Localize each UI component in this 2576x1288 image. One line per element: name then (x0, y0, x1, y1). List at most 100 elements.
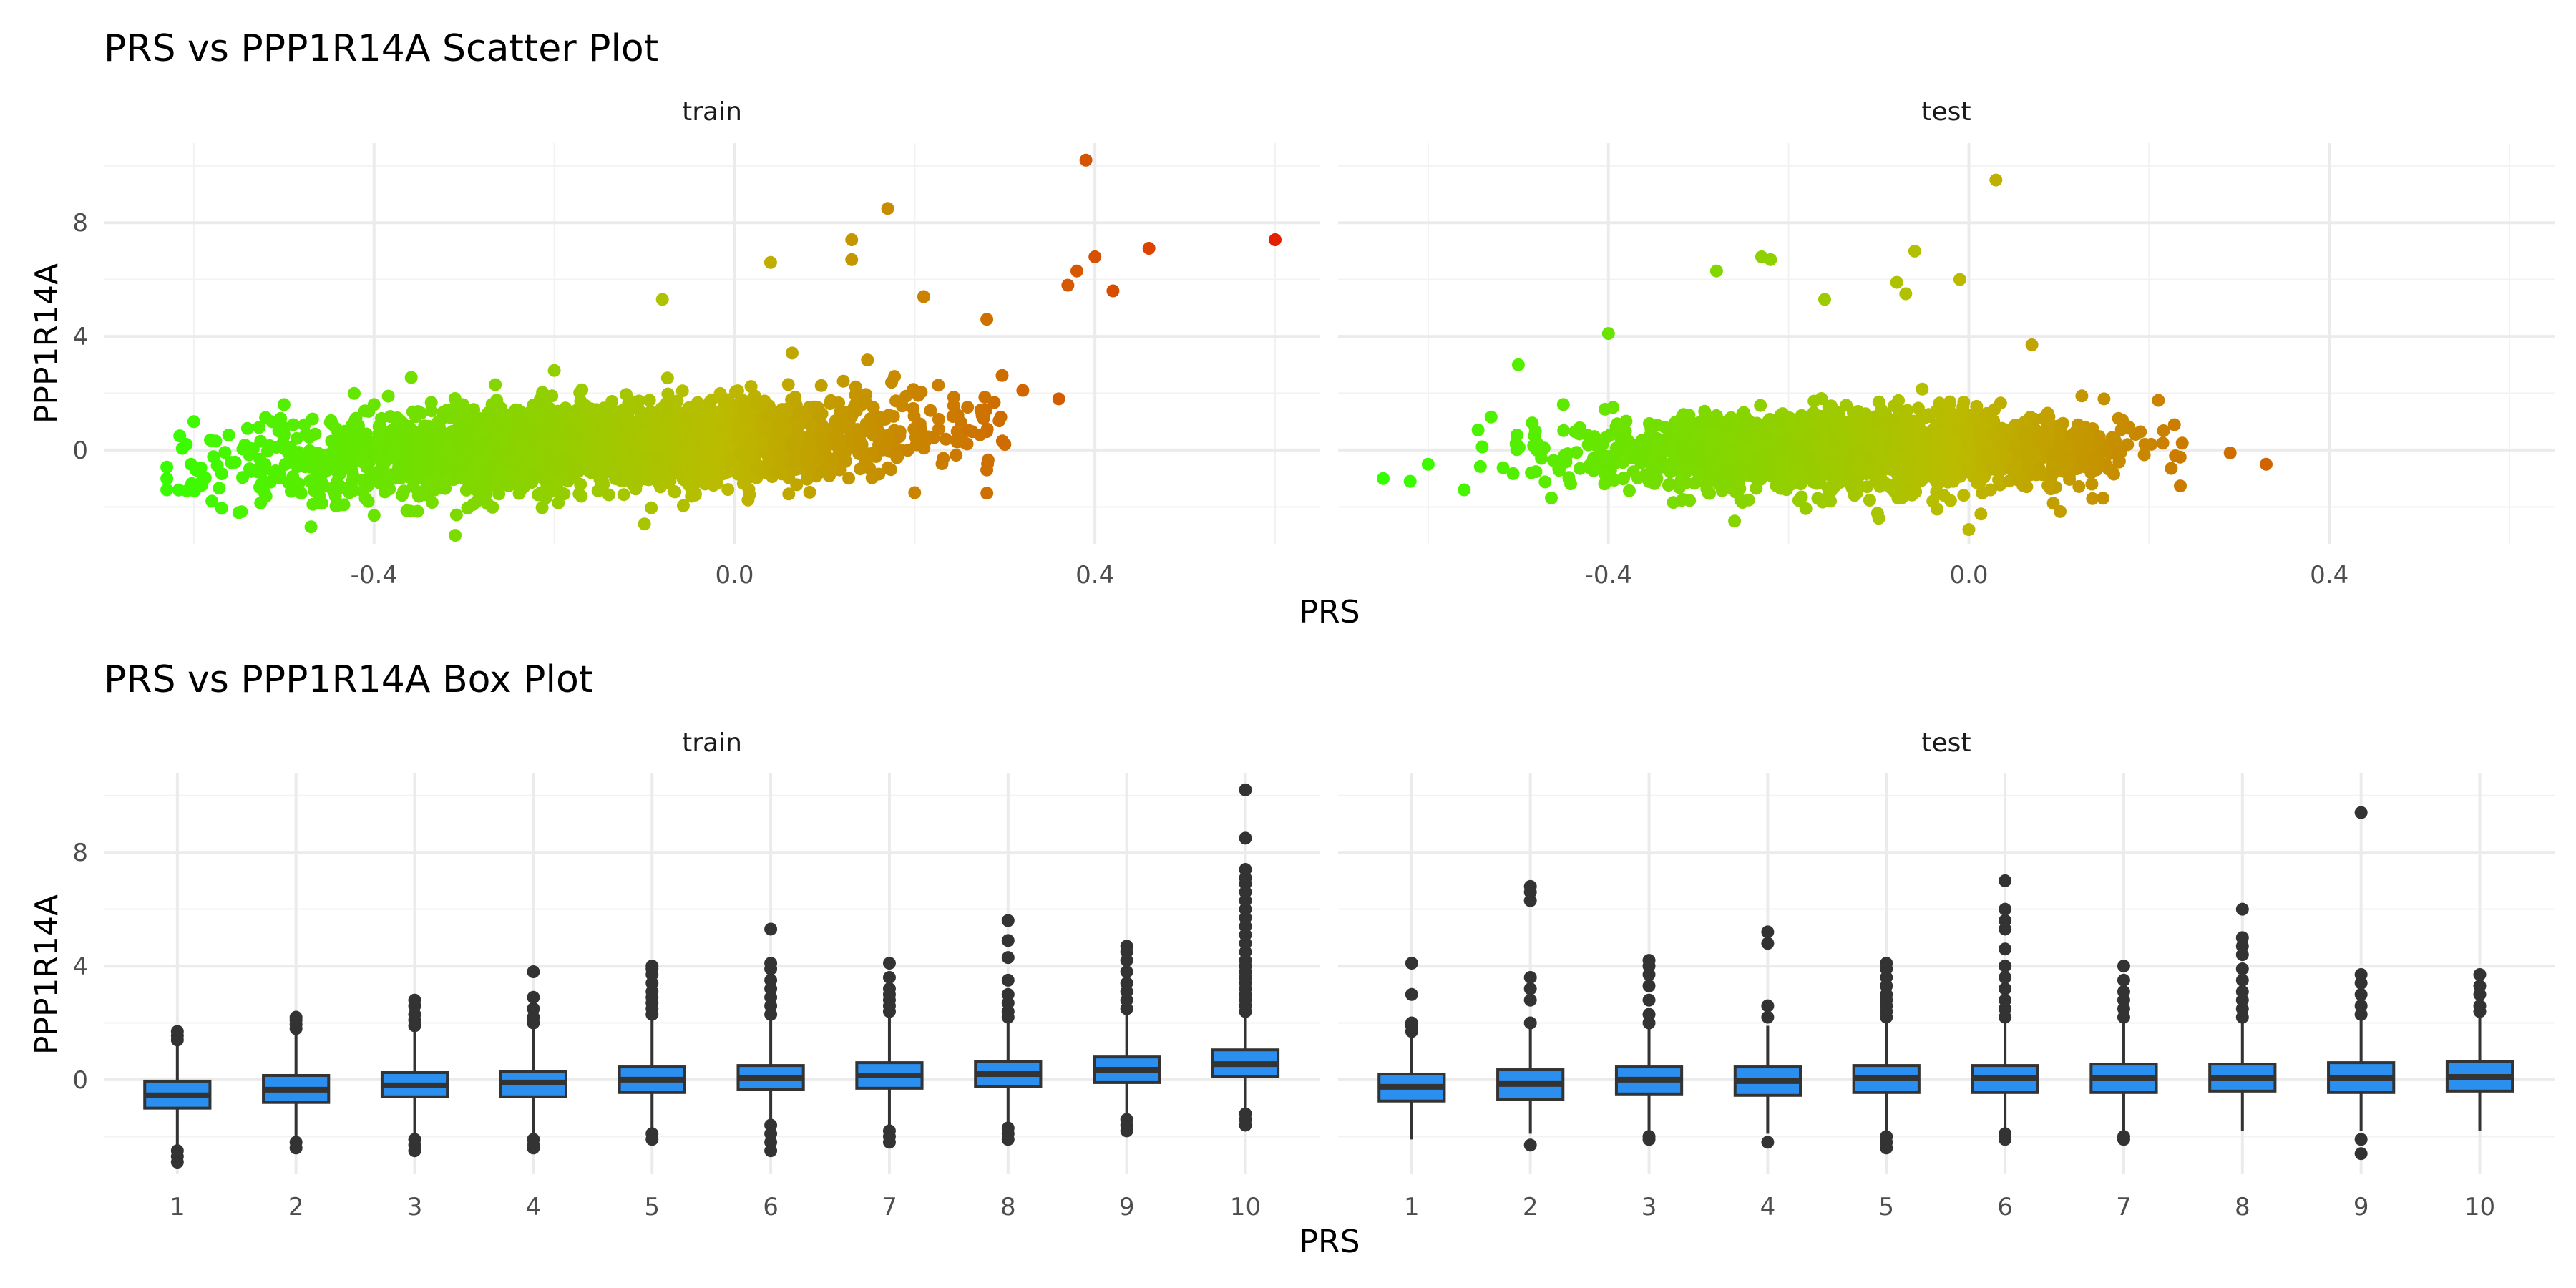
scatter-test-point (1996, 436, 2009, 450)
scatter-test-point (1961, 421, 1974, 434)
scatter-train-point (1016, 384, 1030, 397)
scatter-train-point (831, 439, 845, 453)
scatter-train-point (475, 474, 489, 487)
box-strip-test: test (1921, 728, 1971, 758)
scatter-test-point (1377, 472, 1390, 485)
outlier-point (1761, 1010, 1775, 1024)
box-test-box-4 (1733, 925, 1802, 1149)
scatter-test-point (1962, 523, 1976, 537)
scatter-test-point (1598, 477, 1611, 491)
scatter-test-point (1709, 264, 1723, 278)
outlier-point (1761, 937, 1775, 950)
scatter-train-point (327, 444, 341, 457)
box-test-x-tick-label: 3 (1641, 1193, 1657, 1221)
scatter-train-point (376, 434, 389, 447)
scatter-train-point (332, 464, 346, 478)
scatter-test-point (2260, 457, 2273, 471)
outlier-point (1523, 993, 1537, 1007)
scatter-test-point (1950, 443, 1963, 457)
scatter-train-point (336, 436, 349, 449)
scatter-test-point (1938, 473, 1952, 487)
scatter-test-point (2097, 492, 2109, 505)
scatter-train-point (917, 290, 930, 303)
scatter-train-point (525, 476, 539, 489)
scatter-train-point (187, 415, 200, 429)
scatter-test-point (2173, 450, 2187, 464)
scatter-test-point (1995, 421, 2009, 435)
scatter-train-point (638, 517, 651, 531)
scatter-train-point (899, 389, 913, 403)
scatter-train-point (490, 469, 504, 483)
scatter-train-point (321, 464, 334, 477)
scatter-test-point (2025, 338, 2039, 351)
outlier-point (645, 1133, 659, 1146)
scatter-test-point (1710, 444, 1724, 458)
scatter-test-point (1754, 399, 1767, 412)
scatter-test-point (1899, 287, 1913, 301)
scatter-train-point (574, 477, 587, 491)
scatter-test-point (1764, 253, 1777, 266)
scatter-train-x-tick-label: -0.4 (351, 561, 398, 590)
scatter-train-point (861, 353, 874, 367)
scatter-test-point (1664, 439, 1678, 453)
scatter-test-point (1818, 293, 1831, 306)
scatter-test-point (1770, 416, 1783, 430)
scatter-train-point (329, 499, 343, 513)
outlier-point (2235, 902, 2249, 916)
scatter-train-point (205, 494, 219, 508)
scatter-train-point (419, 426, 433, 439)
scatter-test-point (1599, 468, 1612, 481)
scatter-train-point (781, 378, 795, 391)
scatter-train-point (881, 202, 894, 215)
scatter-test-point (1970, 399, 1984, 413)
scatter-test-point (1736, 407, 1750, 421)
scatter-train-y-tick-label: 8 (72, 209, 88, 238)
scatter-train-point (879, 440, 892, 454)
scatter-train-point (932, 413, 945, 426)
box-test-x-tick-label: 7 (2116, 1193, 2132, 1221)
scatter-train-point (992, 414, 1006, 427)
scatter-train-point (240, 421, 254, 435)
outlier-point (1761, 1136, 1775, 1149)
scatter-test-point (1634, 453, 1648, 467)
scatter-test-point (1931, 464, 1944, 477)
scatter-train-point (907, 401, 920, 415)
scatter-train-point (882, 429, 895, 442)
scatter-test-point (1669, 416, 1682, 429)
scatter-train-point (575, 383, 589, 396)
scatter-train-point (742, 416, 756, 429)
box-train-box-5 (618, 960, 686, 1146)
scatter-test-point (1940, 432, 1953, 446)
scatter-train-point (633, 429, 647, 442)
scatter-train-point (383, 482, 396, 496)
scatter-test-point (1933, 396, 1946, 410)
scatter-test-point (1978, 419, 1991, 432)
outlier-point (1523, 1138, 1537, 1152)
scatter-test-point (1918, 458, 1931, 472)
scatter-test-point (1458, 483, 1471, 497)
scatter-train-point (998, 438, 1012, 451)
box-panel-test: 1 2 3 4 5 6 7 8 9 10 (1338, 773, 2555, 1221)
scatter-train-point (865, 426, 879, 440)
outlier-point (645, 960, 659, 973)
scatter-train-point (940, 432, 952, 446)
scatter-train-point (378, 471, 391, 484)
scatter-test-point (1981, 449, 1994, 462)
outlier-point (2117, 973, 2130, 987)
scatter-train-point (804, 442, 818, 455)
scatter-train-point (400, 504, 414, 517)
scatter-test-point (1403, 474, 1417, 488)
box-test-x-tick-label: 1 (1404, 1193, 1420, 1221)
scatter-train-point (646, 429, 660, 442)
scatter-test-point (1957, 489, 1971, 502)
scatter-test-x-tick-label: -0.4 (1585, 561, 1632, 590)
scatter-panel-train: 048-0.4 0.0 0.4 (72, 143, 1320, 590)
scatter-test-point (1943, 395, 1957, 409)
outlier-point (1239, 1118, 1252, 1132)
scatter-train-point (773, 448, 786, 462)
outlier-point (527, 1141, 540, 1155)
scatter-train-point (636, 418, 650, 431)
scatter-train-point (669, 463, 683, 477)
scatter-test-point (1862, 452, 1875, 465)
